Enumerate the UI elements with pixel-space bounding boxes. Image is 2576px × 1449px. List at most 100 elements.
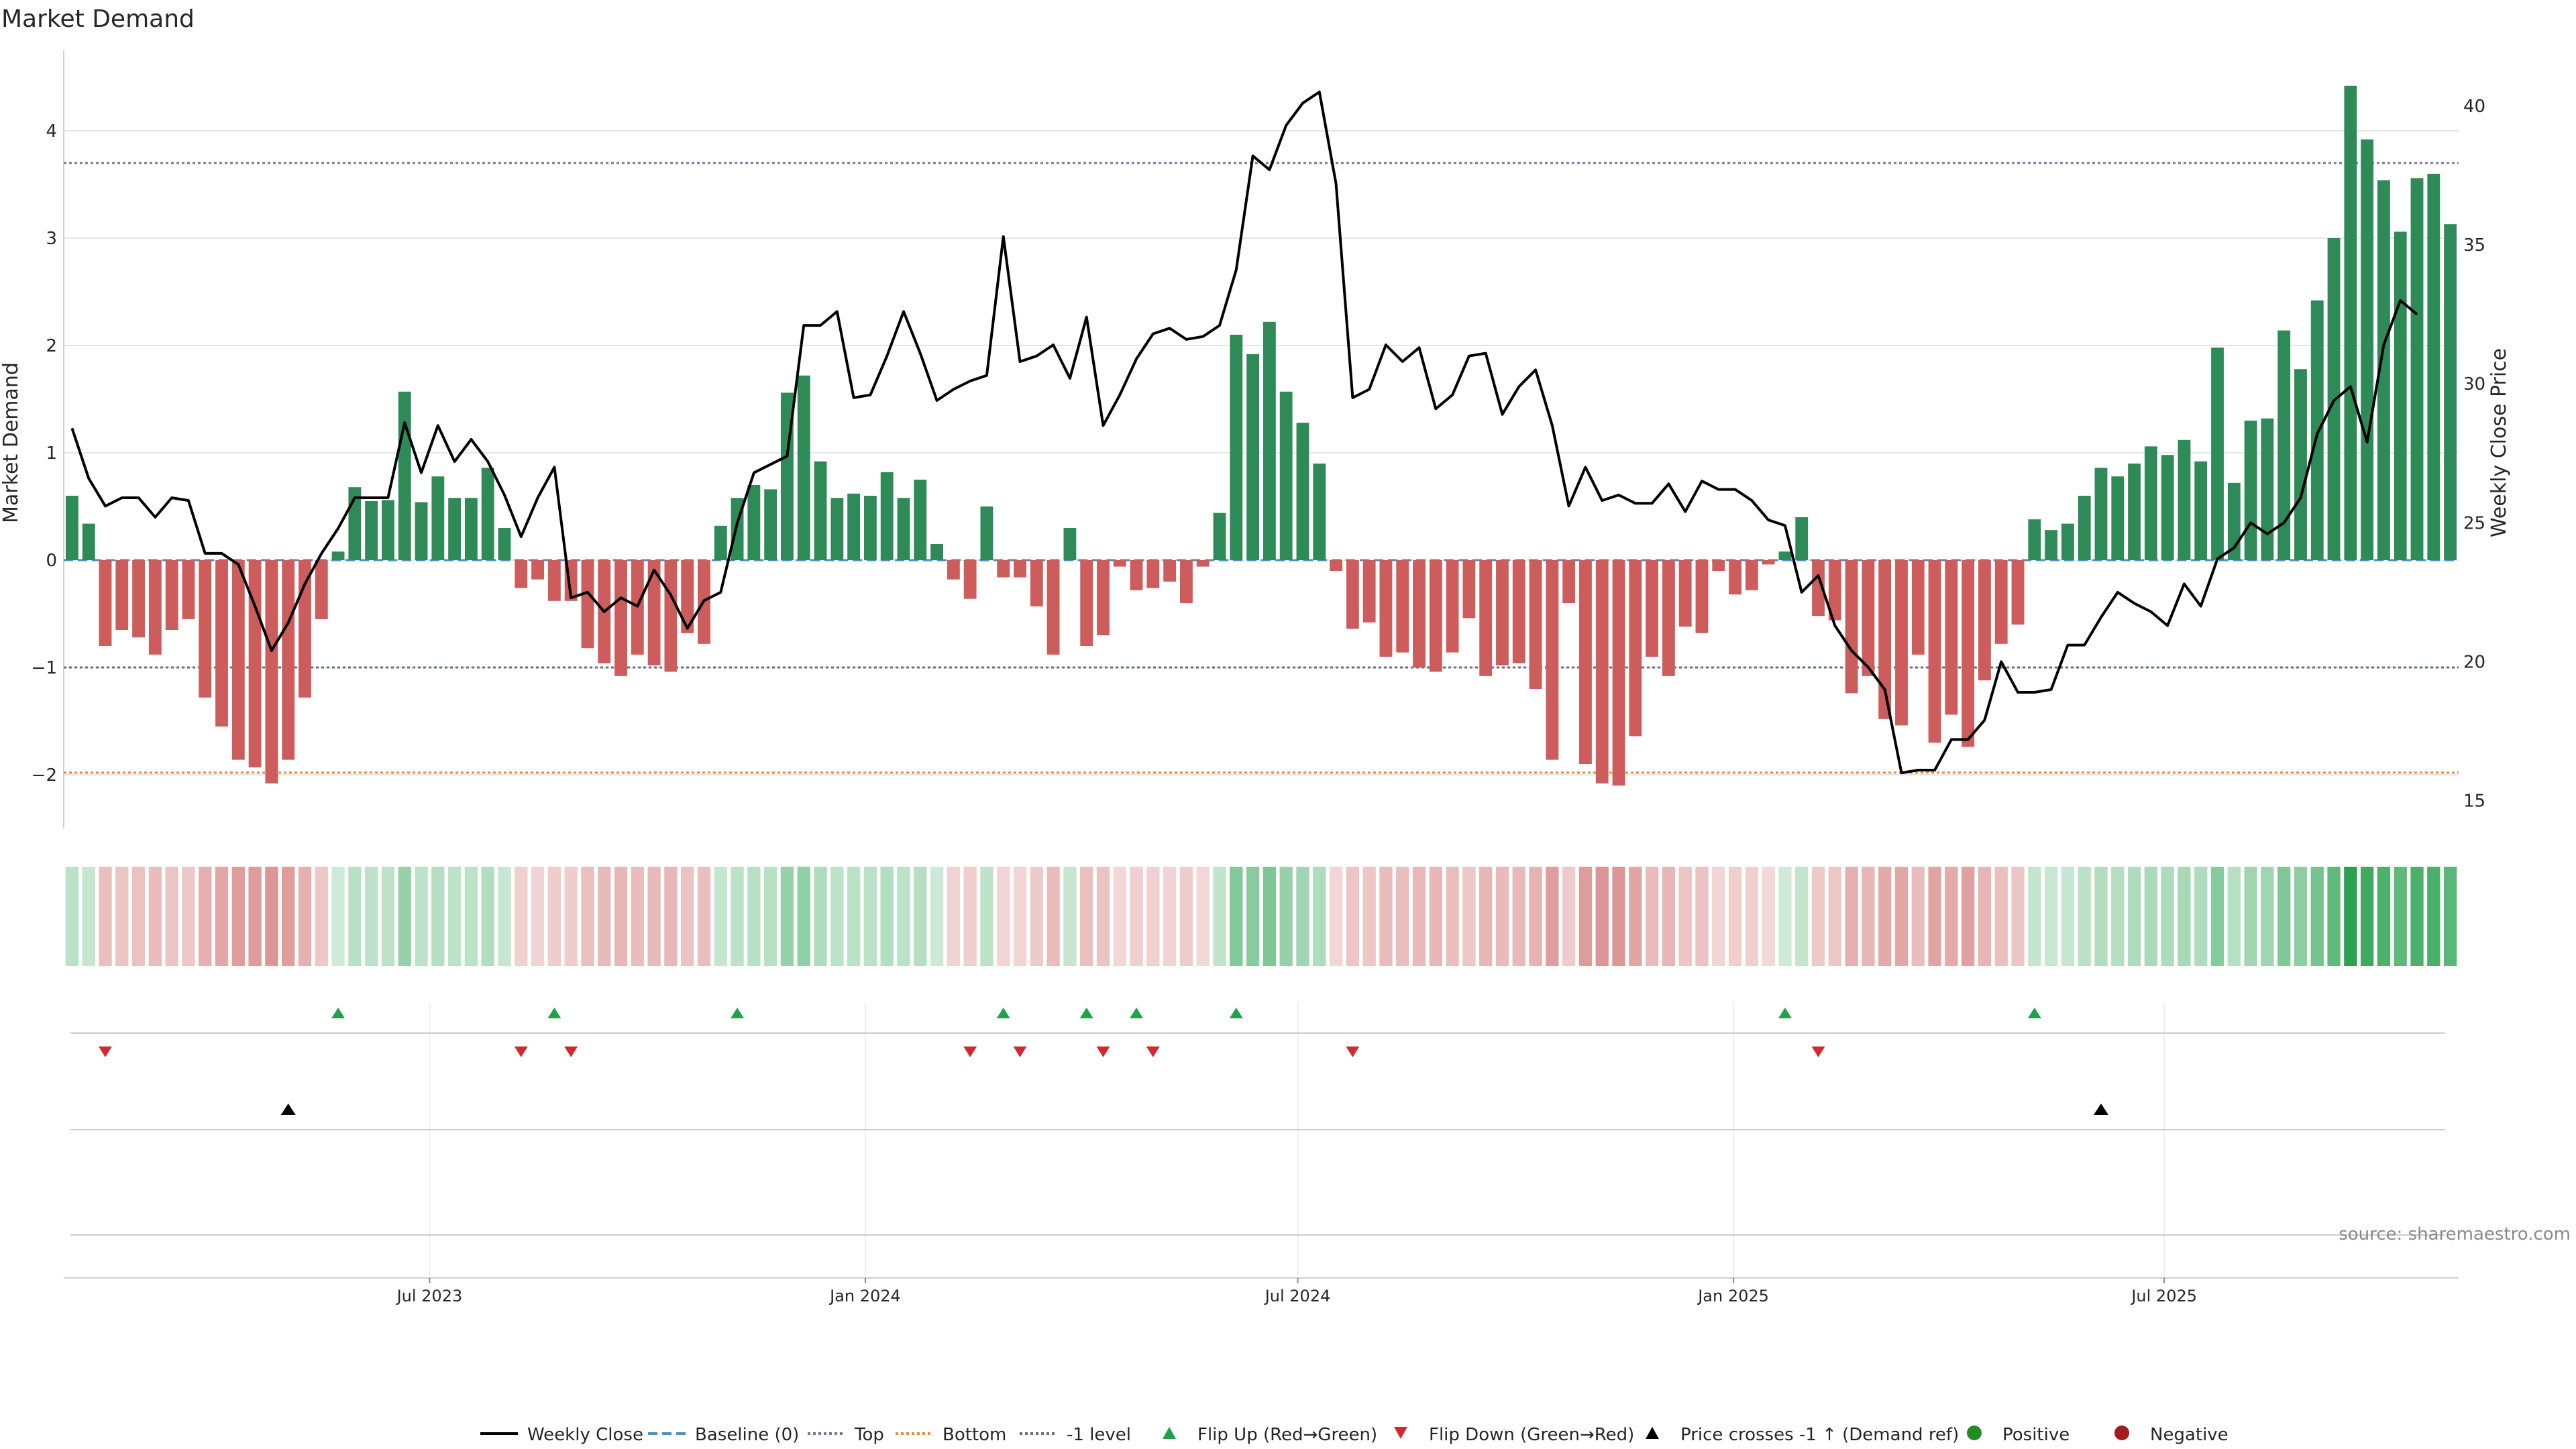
strip-cell [1396, 867, 1409, 966]
demand-bar [315, 560, 328, 619]
demand-heat-strip [65, 867, 2457, 966]
strip-cell [2028, 867, 2041, 966]
demand-bar [132, 560, 145, 638]
strip-cell [464, 867, 478, 966]
demand-bar [1097, 560, 1110, 635]
strip-cell [1928, 867, 1941, 966]
demand-bar [914, 480, 927, 560]
flip-down-marker [564, 1046, 578, 1057]
demand-bar [2045, 530, 2058, 560]
legend-entry: Flip Up (Red→Green) [1163, 1425, 1377, 1445]
strip-cell [1612, 867, 1625, 966]
strip-cell [1945, 867, 1958, 966]
demand-bar [1396, 560, 1409, 653]
demand-bar [1180, 560, 1193, 603]
strip-cell [1446, 867, 1459, 966]
demand-bar [2344, 85, 2357, 561]
demand-bar [1778, 551, 1792, 560]
demand-bar [1928, 560, 1941, 743]
strip-cell [348, 867, 362, 966]
strip-cell [199, 867, 212, 966]
strip-cell [2294, 867, 2308, 966]
strip-cell [1795, 867, 1809, 966]
strip-cell [2194, 867, 2208, 966]
demand-bar [248, 560, 262, 767]
strip-cell [814, 867, 827, 966]
demand-bar [2178, 439, 2191, 560]
demand-bar [1662, 560, 1675, 676]
demand-bar [331, 551, 345, 560]
demand-bar [647, 560, 661, 665]
y2-tick-label: 20 [2463, 652, 2485, 672]
flip-up-marker [331, 1008, 345, 1018]
flip-down-marker [98, 1046, 112, 1057]
demand-bar [2427, 174, 2440, 560]
strip-cell [1130, 867, 1143, 966]
demand-bar [1446, 560, 1459, 653]
strip-cell [681, 867, 694, 966]
strip-cell [631, 867, 644, 966]
strip-cell [2427, 867, 2440, 966]
strip-cell [1379, 867, 1393, 966]
demand-bar [2394, 231, 2407, 560]
strip-cell [714, 867, 727, 966]
strip-cell [1179, 867, 1193, 966]
strip-cell [1462, 867, 1476, 966]
demand-bar [1845, 560, 1858, 694]
strip-cell [1845, 867, 1858, 966]
demand-bar [1579, 560, 1592, 764]
strip-cell [1645, 867, 1659, 966]
demand-bar [1379, 560, 1393, 657]
strip-cell [1263, 867, 1277, 966]
demand-bar [481, 468, 494, 560]
legend-swatch [1646, 1427, 1659, 1439]
legend-entry: Positive [1967, 1425, 2070, 1445]
strip-cell [780, 867, 794, 966]
strip-cell [447, 867, 462, 966]
strip-cell [847, 867, 861, 966]
strip-cell [2360, 867, 2374, 966]
demand-bar [664, 560, 678, 672]
strip-cell [2094, 867, 2108, 966]
strip-cell [830, 867, 844, 966]
demand-bar [498, 528, 511, 560]
flip-markers-panel [70, 1008, 2445, 1057]
demand-bar [1113, 560, 1126, 567]
demand-bar [2444, 224, 2457, 560]
strip-cell [763, 867, 777, 966]
legend-label: Flip Up (Red→Green) [1197, 1425, 1377, 1445]
demand-bar [415, 502, 428, 560]
demand-bar [880, 472, 894, 560]
demand-bar [99, 560, 112, 646]
demand-bar [115, 560, 129, 630]
strip-cell [1811, 867, 1825, 966]
price-cross-panel [70, 1104, 2445, 1236]
strip-cell [2044, 867, 2058, 966]
demand-bar [1196, 560, 1210, 567]
strip-cell [2078, 867, 2091, 966]
strip-cell [131, 867, 146, 966]
strip-cell [930, 867, 944, 966]
demand-bar [1862, 560, 1875, 676]
strip-cell [2011, 867, 2025, 966]
legend-label: Price crosses -1 ↑ (Demand ref) [1680, 1425, 1959, 1445]
strip-cell [415, 867, 428, 966]
demand-bar [997, 560, 1010, 578]
y-tick-label: 4 [46, 121, 57, 142]
demand-bar [431, 476, 445, 560]
demand-bar [1030, 560, 1043, 606]
strip-cell [947, 867, 961, 966]
flip-down-marker [514, 1046, 528, 1057]
strip-cell [1096, 867, 1110, 966]
strip-cell [1529, 867, 1542, 966]
demand-bar [1546, 560, 1559, 760]
demand-bars [65, 85, 2457, 786]
demand-bar [814, 461, 827, 560]
strip-cell [1629, 867, 1642, 966]
y2-tick-label: 35 [2463, 235, 2485, 256]
demand-bar [2377, 180, 2390, 561]
demand-bar [2144, 446, 2157, 560]
demand-bar [930, 544, 943, 560]
demand-bar [1729, 560, 1741, 595]
